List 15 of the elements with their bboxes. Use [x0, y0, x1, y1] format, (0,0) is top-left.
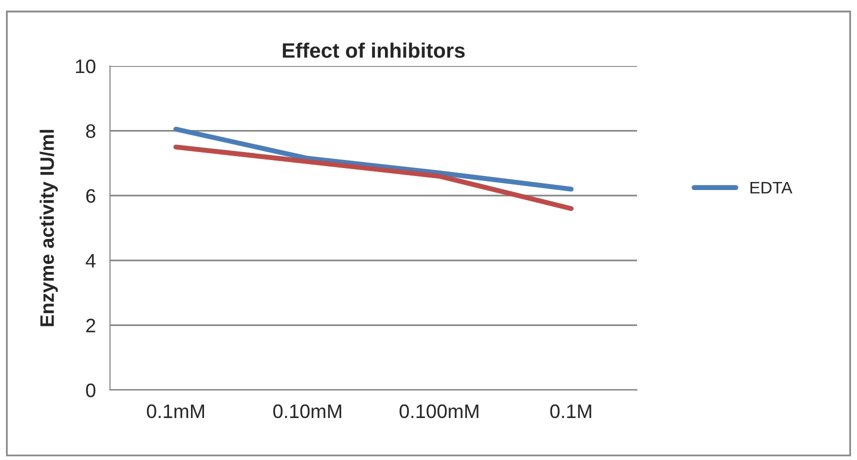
- y-axis-title: Enzyme activity IU/ml: [40, 130, 58, 326]
- x-tick-label: 0.100mM: [400, 404, 478, 418]
- x-tick-label: 0.1mM: [146, 404, 204, 418]
- y-tick-label: 0: [86, 383, 96, 398]
- y-tick-label: 10: [76, 59, 96, 74]
- y-tick-label: 2: [86, 318, 96, 332]
- y-tick-label: 6: [86, 189, 96, 203]
- line-series: [173, 144, 574, 211]
- chart-title: Effect of inhibitors: [282, 42, 465, 58]
- y-tick-label: 8: [86, 124, 96, 138]
- x-tick-label: 0.10mM: [273, 404, 342, 418]
- line-series: [173, 126, 574, 192]
- x-tick-label: 0.1M: [550, 404, 592, 418]
- y-tick-label: 4: [86, 254, 96, 268]
- legend-label: EDTA: [750, 182, 792, 194]
